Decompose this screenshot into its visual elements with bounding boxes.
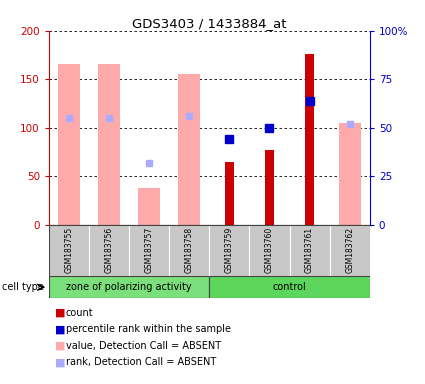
Text: ■: ■ — [55, 358, 66, 367]
Text: GSM183758: GSM183758 — [185, 227, 194, 273]
Text: GSM183761: GSM183761 — [305, 227, 314, 273]
Bar — [289, 225, 330, 276]
Title: GDS3403 / 1433884_at: GDS3403 / 1433884_at — [132, 17, 286, 30]
Text: GSM183755: GSM183755 — [65, 227, 74, 273]
Bar — [138, 188, 160, 225]
Text: count: count — [66, 308, 94, 318]
Bar — [225, 162, 234, 225]
Text: value, Detection Call = ABSENT: value, Detection Call = ABSENT — [66, 341, 221, 351]
Text: ■: ■ — [55, 341, 66, 351]
Text: ■: ■ — [55, 308, 66, 318]
Bar — [265, 150, 274, 225]
Bar — [49, 276, 209, 298]
Text: control: control — [273, 282, 306, 292]
Text: ■: ■ — [55, 324, 66, 334]
Text: GSM183757: GSM183757 — [144, 227, 154, 273]
Text: percentile rank within the sample: percentile rank within the sample — [66, 324, 231, 334]
Bar — [339, 123, 361, 225]
Text: GSM183762: GSM183762 — [345, 227, 354, 273]
Bar — [249, 225, 289, 276]
Bar — [129, 225, 169, 276]
Text: zone of polarizing activity: zone of polarizing activity — [66, 282, 192, 292]
Text: cell type: cell type — [2, 282, 44, 292]
Bar — [209, 276, 370, 298]
Bar — [305, 54, 314, 225]
Bar — [209, 225, 249, 276]
Bar — [178, 74, 200, 225]
Bar — [330, 225, 370, 276]
Text: rank, Detection Call = ABSENT: rank, Detection Call = ABSENT — [66, 358, 216, 367]
Bar — [89, 225, 129, 276]
Text: GSM183759: GSM183759 — [225, 227, 234, 273]
Bar — [169, 225, 209, 276]
Text: GSM183756: GSM183756 — [105, 227, 113, 273]
Text: GSM183760: GSM183760 — [265, 227, 274, 273]
Bar — [58, 64, 80, 225]
Bar — [98, 64, 120, 225]
Bar — [49, 225, 89, 276]
